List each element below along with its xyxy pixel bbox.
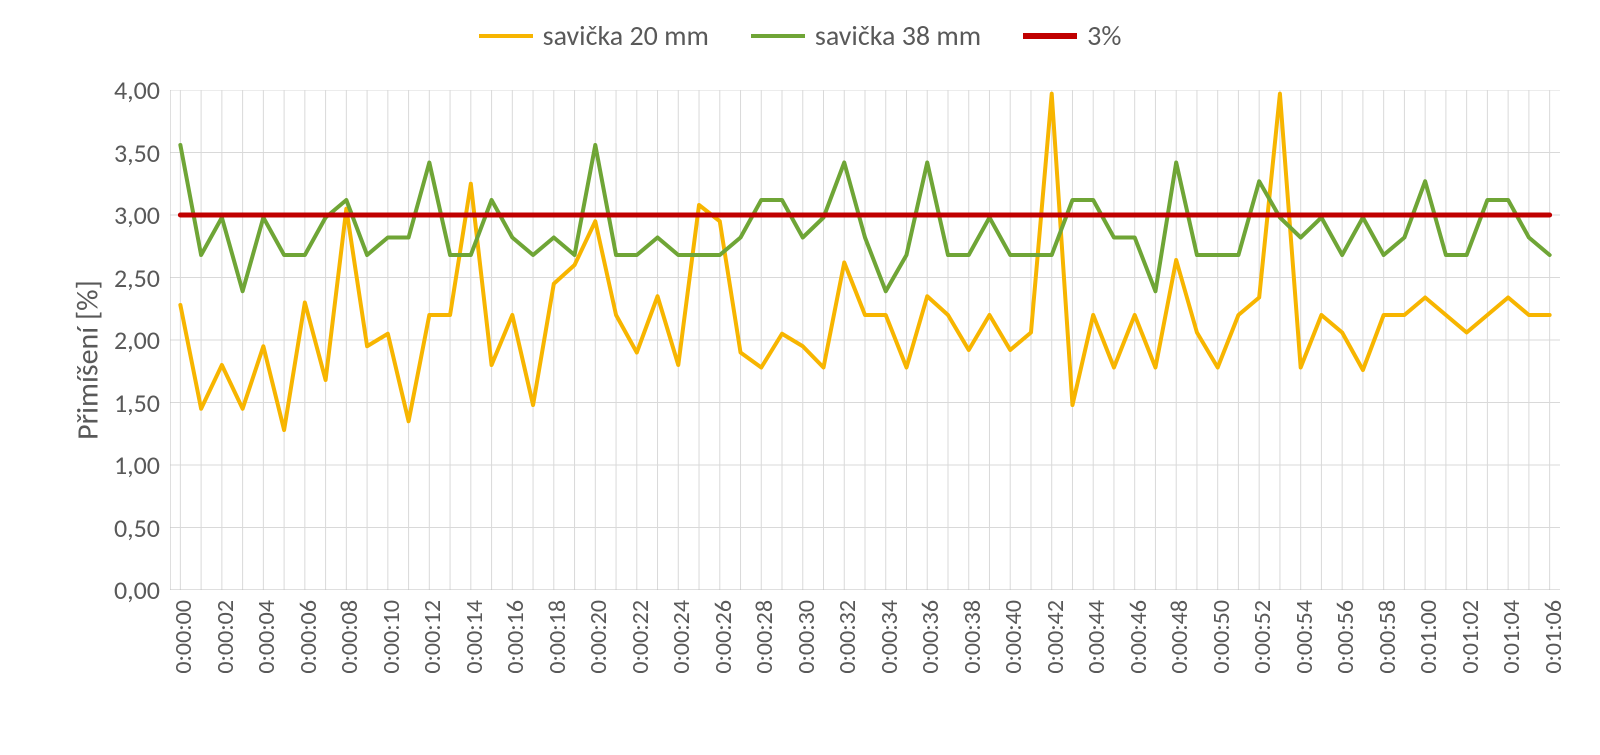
y-tick-label: 2,00	[90, 324, 160, 356]
x-tick-label: 0:00:44	[1082, 600, 1111, 674]
x-tick-label: 0:00:42	[1041, 600, 1070, 674]
x-tick-label: 0:00:50	[1207, 600, 1236, 674]
legend-item-series1: savička 20 mm	[479, 18, 709, 53]
x-tick-label: 0:01:00	[1414, 600, 1443, 674]
legend-label-series1: savička 20 mm	[543, 18, 709, 53]
x-tick-label: 0:00:32	[833, 600, 862, 674]
x-tick-label: 0:00:02	[211, 600, 240, 674]
y-tick-label: 0,00	[90, 574, 160, 606]
y-tick-label: 4,00	[90, 74, 160, 106]
y-tick-label: 1,00	[90, 449, 160, 481]
x-tick-label: 0:00:00	[169, 600, 198, 674]
x-tick-label: 0:01:04	[1497, 600, 1526, 674]
x-tick-label: 0:00:34	[875, 600, 904, 674]
x-tick-label: 0:00:40	[999, 600, 1028, 674]
chart-container: savička 20 mm savička 38 mm 3% Přimíšení…	[0, 0, 1600, 755]
legend-label-series2: savička 38 mm	[815, 18, 981, 53]
legend-item-series3: 3%	[1023, 18, 1121, 53]
x-tick-label: 0:00:26	[709, 600, 738, 674]
y-tick-label: 3,50	[90, 137, 160, 169]
plot-area	[170, 90, 1560, 590]
x-tick-label: 0:00:10	[377, 600, 406, 674]
x-tick-label: 0:00:06	[294, 600, 323, 674]
legend-label-series3: 3%	[1087, 18, 1121, 53]
legend: savička 20 mm savička 38 mm 3%	[0, 18, 1600, 53]
x-tick-label: 0:00:56	[1331, 600, 1360, 674]
x-tick-label: 0:00:46	[1124, 600, 1153, 674]
x-tick-label: 0:00:14	[460, 600, 489, 674]
x-tick-label: 0:00:58	[1373, 600, 1402, 674]
y-tick-label: 3,00	[90, 199, 160, 231]
x-tick-label: 0:00:52	[1248, 600, 1277, 674]
x-tick-label: 0:00:22	[626, 600, 655, 674]
x-tick-label: 0:01:02	[1456, 600, 1485, 674]
x-tick-label: 0:00:12	[418, 600, 447, 674]
legend-swatch-series3	[1023, 33, 1077, 39]
x-tick-label: 0:01:06	[1539, 600, 1568, 674]
y-tick-label: 1,50	[90, 387, 160, 419]
x-tick-label: 0:00:38	[958, 600, 987, 674]
x-tick-label: 0:00:24	[667, 600, 696, 674]
x-tick-label: 0:00:48	[1165, 600, 1194, 674]
legend-swatch-series2	[751, 34, 805, 38]
x-tick-label: 0:00:20	[584, 600, 613, 674]
x-tick-label: 0:00:08	[335, 600, 364, 674]
x-tick-label: 0:00:04	[252, 600, 281, 674]
x-tick-label: 0:00:28	[750, 600, 779, 674]
legend-swatch-series1	[479, 34, 533, 38]
legend-item-series2: savička 38 mm	[751, 18, 981, 53]
x-tick-label: 0:00:36	[916, 600, 945, 674]
y-tick-label: 0,50	[90, 512, 160, 544]
x-tick-label: 0:00:18	[543, 600, 572, 674]
x-tick-label: 0:00:54	[1290, 600, 1319, 674]
y-tick-label: 2,50	[90, 262, 160, 294]
x-tick-label: 0:00:16	[501, 600, 530, 674]
x-tick-label: 0:00:30	[792, 600, 821, 674]
